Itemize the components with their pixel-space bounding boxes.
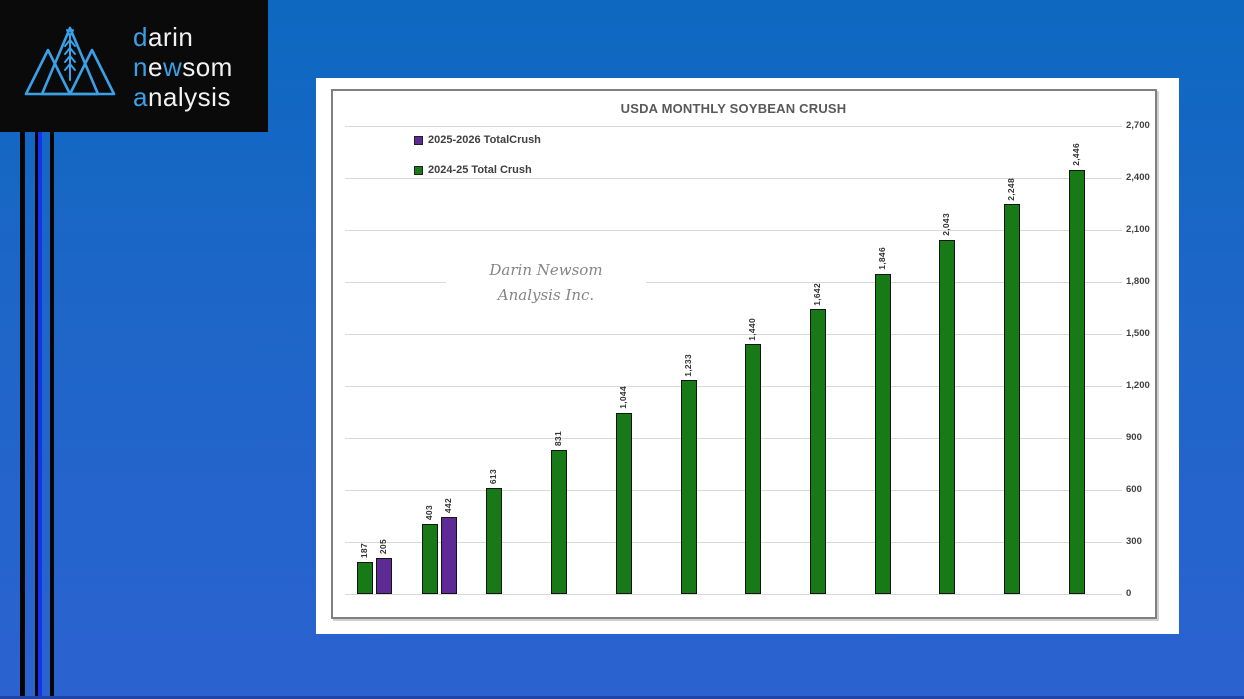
bar-2024-25	[551, 449, 568, 594]
chart-panel: USDA MONTHLY SOYBEAN CRUSH 0 300 600 900 1,2…	[316, 78, 1179, 634]
gridline	[345, 490, 1122, 491]
mountains-wheat-icon	[24, 26, 116, 96]
brand-letterform: e	[147, 52, 163, 82]
y-axis-tick-label: 2,100	[1126, 224, 1150, 235]
bar-2024-25	[615, 413, 632, 594]
y-axis-tick-label: 900	[1126, 432, 1142, 443]
bar-2024-25	[809, 309, 826, 594]
bar-value-label: 2,043	[941, 213, 952, 236]
decorative-stripe	[50, 132, 54, 699]
y-axis-tick-label: 1,200	[1126, 380, 1150, 391]
gridline	[345, 282, 1122, 283]
watermark-line2: Analysis Inc.	[497, 286, 595, 304]
legend-label: 2024-25 Total Crush	[428, 164, 532, 176]
watermark-line1: Darin Newsom	[489, 261, 603, 279]
bar-value-label: 831	[553, 430, 564, 446]
gridline	[345, 386, 1122, 387]
bar-2024-25	[874, 274, 891, 594]
bar-value-label: 1,642	[811, 282, 822, 306]
bar-value-label: 1,044	[617, 386, 628, 410]
y-axis-tick-label: 300	[1126, 536, 1142, 547]
bar-2024-25	[1004, 204, 1020, 594]
legend-label: 2025-2026 TotalCrush	[428, 134, 541, 146]
y-axis-tick-label: 0	[1126, 588, 1132, 599]
gridline	[345, 230, 1122, 231]
y-axis-tick-label: 2,400	[1126, 172, 1150, 183]
legend-swatch-purple	[414, 135, 423, 145]
legend-item-2024-25: 2024-25 Total Crush	[414, 164, 532, 176]
brand-wordmark: darin newsom analysis	[133, 22, 233, 112]
brand-letterform: som	[182, 52, 233, 82]
gridline	[345, 334, 1122, 335]
y-axis-tick-label: 600	[1126, 484, 1142, 495]
brand-logo: darin newsom analysis	[0, 0, 268, 132]
decorative-stripe	[20, 132, 25, 699]
y-axis-tick-label: 1,800	[1126, 276, 1150, 287]
brand-wordmark-line: analysis	[133, 82, 233, 112]
brand-letterform: arin	[147, 22, 194, 52]
bar-2024-25	[357, 561, 373, 594]
decorative-stripe	[35, 132, 38, 699]
brand-accent-letter: w	[162, 52, 183, 82]
bar-value-label: 613	[488, 468, 499, 484]
bottom-edge-accent	[0, 696, 1244, 699]
gridline	[345, 126, 1122, 127]
gridline	[345, 438, 1122, 439]
bar-2024-25	[1068, 170, 1085, 594]
decorative-stripe	[37, 132, 42, 699]
bar-2024-25	[421, 524, 438, 594]
bar-value-label: 2,248	[1006, 177, 1016, 201]
bar-value-label: 187	[359, 542, 369, 558]
brand-accent-letter: n	[133, 52, 148, 82]
chart-title: USDA MONTHLY SOYBEAN CRUSH	[620, 101, 847, 116]
brand-wordmark-line: darin	[133, 22, 233, 52]
brand-accent-letter: a	[133, 82, 148, 112]
bar-value-label: 1,440	[747, 317, 758, 341]
y-axis-tick-label: 1,500	[1126, 328, 1150, 339]
bar-value-label: 2,446	[1070, 143, 1081, 167]
gridline	[345, 178, 1122, 179]
bar-2024-25	[939, 239, 956, 594]
bar-value-label: 403	[423, 505, 434, 521]
chart-frame	[331, 89, 1157, 619]
bar-2024-25	[680, 380, 697, 594]
brand-wordmark-line: newsom	[133, 52, 233, 82]
brand-accent-letter: d	[133, 22, 148, 52]
watermark: Darin Newsom Analysis Inc.	[446, 256, 646, 310]
bar-2024-25	[486, 487, 503, 594]
bar-2024-25	[745, 344, 762, 594]
legend-item-2025-2026: 2025-2026 TotalCrush	[414, 134, 541, 146]
bar-2025-2026	[376, 558, 392, 594]
y-axis-tick-label: 2,700	[1126, 120, 1150, 131]
bar-value-label: 1,233	[682, 353, 693, 377]
gridline	[345, 542, 1122, 543]
bar-value-label: 442	[442, 498, 453, 514]
brand-letterform: nalysis	[147, 82, 231, 112]
gridline	[345, 594, 1122, 595]
bar-value-label: 205	[378, 539, 388, 555]
legend-swatch-green	[414, 165, 423, 175]
bar-value-label: 1,846	[876, 247, 887, 271]
bar-2025-2026	[440, 517, 457, 594]
